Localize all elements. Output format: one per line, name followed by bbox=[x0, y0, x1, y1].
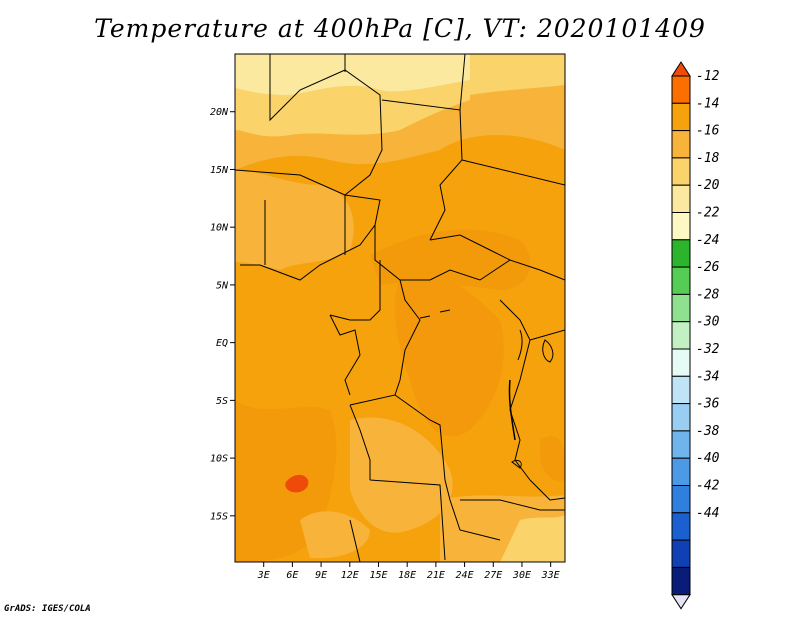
lon-tick-label: 18E bbox=[398, 570, 416, 581]
lat-tick-label: 5S bbox=[216, 396, 228, 407]
colorbar-swatch bbox=[671, 130, 691, 159]
colorbar-swatch bbox=[671, 403, 691, 432]
colorbar-label: -42 bbox=[696, 479, 720, 494]
grads-credit: GrADS: IGES/COLA bbox=[4, 604, 91, 614]
colorbar-swatch bbox=[671, 293, 691, 323]
colorbar-label: -34 bbox=[696, 369, 719, 384]
field-18-ne bbox=[470, 54, 565, 95]
colorbar-swatch bbox=[671, 212, 691, 241]
colorbar-label: -38 bbox=[696, 424, 720, 439]
colorbar-top-arrow bbox=[671, 61, 691, 77]
colorbar-swatch bbox=[671, 75, 691, 104]
lat-tick-label: 10S bbox=[210, 454, 228, 465]
colorbar-swatch bbox=[671, 566, 691, 596]
colorbar-label: -24 bbox=[696, 233, 719, 248]
colorbar-swatch bbox=[671, 512, 691, 541]
colorbar-label: -44 bbox=[696, 506, 719, 521]
colorbar-swatch bbox=[671, 239, 691, 268]
lon-tick-label: 24E bbox=[456, 570, 474, 581]
lon-tick-label: 27E bbox=[484, 570, 502, 581]
field-20-north bbox=[235, 54, 470, 95]
field-warm-band bbox=[370, 229, 531, 290]
field-hot-spot bbox=[285, 474, 309, 493]
colorbar-label: -14 bbox=[696, 96, 719, 111]
lat-tick-label: 15N bbox=[210, 165, 229, 176]
lon-tick-label: 3E bbox=[257, 570, 270, 581]
country-borders bbox=[235, 54, 565, 562]
lon-tick-label: 30E bbox=[512, 570, 531, 581]
lakes bbox=[419, 309, 554, 469]
colorbar-swatch bbox=[671, 157, 691, 186]
colorbar-label: -18 bbox=[696, 151, 720, 166]
colorbar-bottom-arrow bbox=[671, 594, 691, 610]
latitude-axis: 20N 15N 10N 5N EQ 5S 10S 15S bbox=[210, 107, 235, 522]
temperature-field bbox=[235, 54, 565, 562]
colorbar-swatch bbox=[671, 539, 691, 568]
field-18-se bbox=[500, 515, 565, 562]
chart-title: Temperature at 400hPa [C], VT: 202010140… bbox=[94, 14, 706, 43]
field-14-east bbox=[540, 436, 565, 481]
colorbar-swatch bbox=[671, 184, 691, 213]
field-warm-center bbox=[394, 274, 504, 437]
lat-tick-label: 10N bbox=[210, 223, 229, 234]
colorbar-label: -30 bbox=[696, 315, 720, 330]
lon-tick-label: 6E bbox=[286, 570, 298, 581]
colorbar-swatch bbox=[671, 266, 691, 295]
colorbar-label: -32 bbox=[696, 342, 720, 357]
colorbar-legend: -12 -14 -16 -18 -20 -22 -24 -26 -28 -30 -32 -34 -36 -… bbox=[671, 61, 720, 610]
field-16-sw-light bbox=[300, 511, 370, 559]
lon-tick-label: 33E bbox=[541, 570, 560, 581]
lon-tick-label: 9E bbox=[315, 570, 327, 581]
colorbar-label: -20 bbox=[696, 178, 720, 193]
lon-tick-label: 15E bbox=[369, 570, 387, 581]
colorbar-label: -28 bbox=[696, 287, 720, 302]
colorbar-swatch bbox=[671, 430, 691, 459]
colorbar-label: -40 bbox=[696, 451, 720, 466]
field-16-south bbox=[350, 417, 453, 533]
lat-tick-label: 20N bbox=[210, 107, 229, 118]
colorbar-swatch bbox=[671, 321, 691, 350]
colorbar-swatch bbox=[671, 457, 691, 487]
lon-tick-label: 21E bbox=[427, 570, 445, 581]
colorbar-label: -22 bbox=[696, 206, 720, 221]
colorbar-label: -16 bbox=[696, 124, 720, 139]
lat-tick-label: 15S bbox=[210, 511, 228, 522]
colorbar-label: -26 bbox=[696, 260, 720, 275]
colorbar-swatch bbox=[671, 102, 691, 132]
longitude-axis: 3E 6E 9E 12E 15E 18E 21E 24E 27E 30E 33E bbox=[257, 562, 560, 581]
colorbar-swatch bbox=[671, 375, 691, 405]
colorbar-swatch bbox=[671, 485, 691, 514]
lat-tick-label: EQ bbox=[216, 338, 228, 349]
colorbar-swatch bbox=[671, 348, 691, 377]
lon-tick-label: 12E bbox=[341, 570, 359, 581]
map-frame bbox=[234, 53, 566, 563]
colorbar-label: -36 bbox=[696, 397, 720, 412]
lat-tick-label: 5N bbox=[216, 280, 229, 291]
colorbar-label: -12 bbox=[696, 69, 720, 84]
